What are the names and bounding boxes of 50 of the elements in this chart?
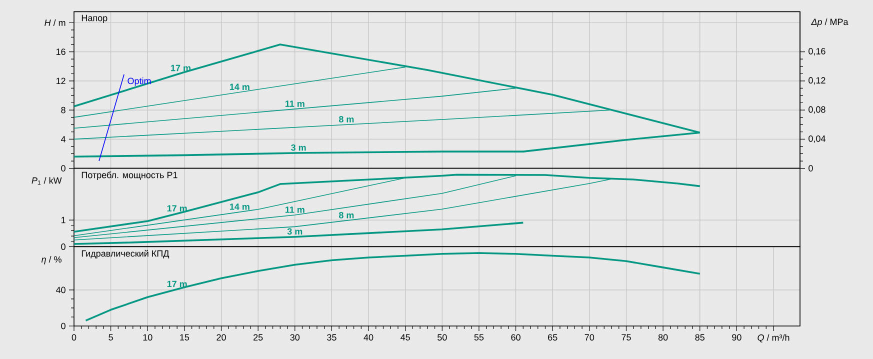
y-tick-label: 12 xyxy=(56,78,66,84)
y-tick-label: 40 xyxy=(56,286,66,294)
x-tick-label: 45 xyxy=(400,334,410,340)
series-label: 11 m xyxy=(285,100,304,107)
x-tick-label: 70 xyxy=(584,334,594,341)
x-tick-label: 50 xyxy=(438,334,447,341)
series-label: 8 m xyxy=(338,116,354,122)
y2-tick-label: 0,16 xyxy=(808,48,826,56)
y2-axis-title: Δp / MPa xyxy=(811,18,848,27)
x-tick-label: 75 xyxy=(622,334,631,340)
y-tick-label: 8 xyxy=(61,106,66,114)
y-tick-label: 1 xyxy=(61,216,66,224)
chart-title: Потребл. мощность P1 xyxy=(82,172,178,180)
x-tick-label: 20 xyxy=(216,334,226,341)
chart-title: Гидравлический КПД xyxy=(82,250,170,258)
series-label: 14 m xyxy=(230,84,250,90)
x-tick-label: 55 xyxy=(474,334,484,340)
chart-title: Напор xyxy=(82,14,108,23)
y-tick-label: 16 xyxy=(56,48,66,55)
y-tick-label: 0 xyxy=(61,322,66,330)
series-label: 14 m xyxy=(230,204,250,210)
y-tick-label: 0 xyxy=(61,165,66,172)
y-tick-label: 0 xyxy=(61,244,66,250)
y2-tick-label: 0 xyxy=(808,165,813,172)
x-tick-label: Q / m³/h xyxy=(758,334,790,342)
series-label: 8 m xyxy=(338,212,354,218)
series-label: 3 m xyxy=(287,228,302,235)
x-tick-label: 90 xyxy=(732,334,742,341)
y-axis-title: P$_{1}$ / kW xyxy=(32,177,62,185)
x-tick-label: 5 xyxy=(108,334,113,340)
y-tick-label: 4 xyxy=(61,136,66,142)
x-tick-label: 10 xyxy=(143,334,152,341)
series-label: 11 m xyxy=(285,206,304,213)
x-tick-label: 85 xyxy=(695,334,704,341)
x-tick-label: 40 xyxy=(364,334,374,341)
x-tick-label: 65 xyxy=(548,334,558,341)
x-tick-label: 35 xyxy=(327,334,336,341)
x-tick-label: 60 xyxy=(511,334,520,341)
series-label: Optim xyxy=(128,78,151,86)
series-label: 3 m xyxy=(291,144,306,151)
x-tick-label: 30 xyxy=(290,334,300,341)
y-axis-title: η / % xyxy=(41,256,62,264)
y2-tick-label: 0,12 xyxy=(808,77,826,85)
y2-tick-label: 0,04 xyxy=(808,135,826,143)
y2-tick-label: 0,08 xyxy=(808,106,826,114)
y-tick-label: H / m xyxy=(44,19,66,26)
x-tick-label: 80 xyxy=(658,334,668,341)
x-tick-label: 25 xyxy=(254,334,263,341)
x-tick-label: 0 xyxy=(72,334,76,341)
x-tick-label: 15 xyxy=(180,334,190,340)
